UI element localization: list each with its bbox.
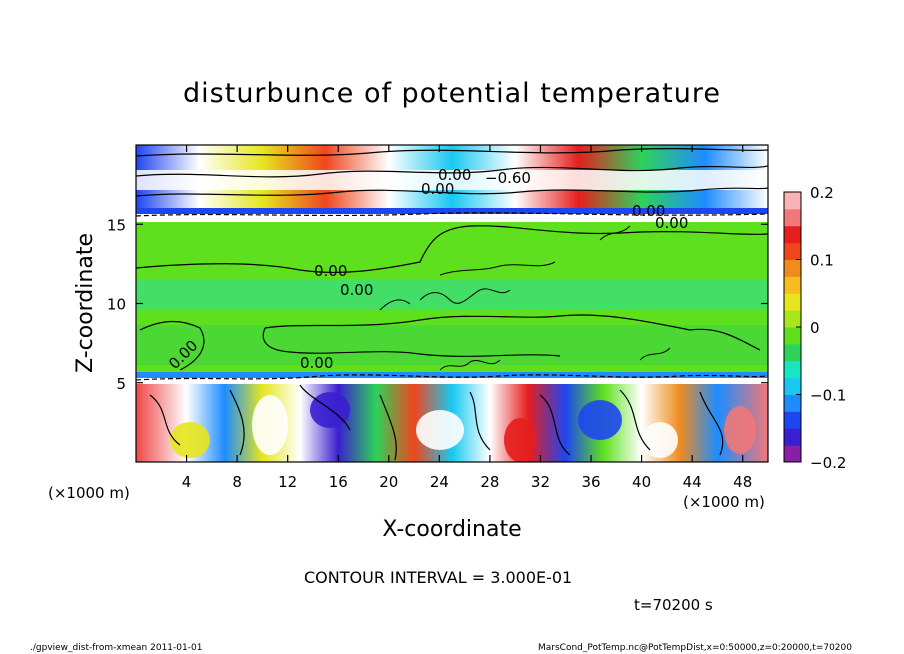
footer-left: ./gpview_dist-from-xmean 2011-01-01 (30, 643, 202, 653)
heatmap-field (136, 145, 768, 462)
y-axis: 5 10 15 (107, 216, 768, 393)
colorbar-swatch (784, 293, 801, 311)
contour-label: 0.00 (421, 180, 454, 198)
x-tick-label: 28 (480, 473, 499, 491)
field-stratum-high (136, 208, 768, 214)
contour-label: 0.00 (438, 166, 471, 184)
field-upper-white (136, 170, 768, 190)
contour-interval-label: CONTOUR INTERVAL = 3.000E-01 (304, 568, 572, 587)
colorbar-tick-label: −0.2 (810, 454, 846, 472)
contour-label: 0.00 (314, 262, 347, 280)
colorbar-swatch (784, 445, 801, 463)
colorbar-tick-label: 0 (810, 319, 820, 337)
field-band-lower (136, 325, 768, 365)
x-tick-label: 40 (632, 473, 651, 491)
colorbar-swatch (784, 377, 801, 395)
footer-right: MarsCond_PotTemp.nc@PotTempDist,x=0:5000… (538, 643, 852, 653)
x-tick-label: 8 (232, 473, 242, 491)
contour-label: 0.00 (300, 354, 333, 372)
field-band-cyan (136, 280, 768, 310)
colorbar-swatch (784, 394, 801, 412)
y-axis-title: Z-coordinate (73, 233, 98, 373)
contour-plumes (379, 225, 671, 371)
x-axis: 4 8 12 16 20 24 28 32 36 40 44 48 (182, 145, 752, 491)
colorbar-swatch (784, 428, 801, 446)
y-tick-label: 10 (107, 296, 126, 314)
colorbar-swatch (784, 310, 801, 328)
field-stratum-high-white (136, 214, 768, 222)
x-tick-label: 36 (581, 473, 600, 491)
x-tick-label: 48 (733, 473, 752, 491)
colorbar-swatch (784, 225, 801, 244)
colorbar-swatch (784, 343, 801, 362)
colorbar-swatch (784, 360, 801, 379)
colorbar-tick-label: −0.1 (810, 387, 846, 405)
x-tick-label: 44 (683, 473, 702, 491)
colorbar-swatch (784, 192, 801, 210)
field-stratum-low-white (136, 378, 768, 384)
chart-title: disturbunce of potential temperature (183, 78, 721, 109)
time-label: t=70200 s (634, 596, 713, 614)
colorbar-tick-label: 0.2 (810, 184, 834, 202)
colorbar-swatch (784, 276, 801, 294)
colorbar-swatch (784, 208, 801, 227)
y-unit-label: (×1000 m) (48, 484, 130, 502)
colorbar-tick-label: 0.1 (810, 252, 834, 270)
y-tick-label: 15 (107, 216, 126, 234)
x-tick-label: 20 (379, 473, 398, 491)
colorbar-swatch (784, 411, 801, 429)
contour-label: −0.60 (485, 169, 531, 187)
colorbar-swatch (784, 327, 801, 345)
x-tick-label: 16 (329, 473, 348, 491)
contour-label: 0.00 (632, 202, 665, 220)
x-unit-label: (×1000 m) (683, 493, 765, 511)
contour-label: 0.00 (655, 214, 688, 232)
colorbar-ticks: 0.2 0.1 0 −0.1 −0.2 (796, 184, 846, 472)
y-tick-label: 5 (116, 375, 126, 393)
x-tick-label: 12 (278, 473, 297, 491)
x-axis-title: X-coordinate (382, 517, 521, 542)
field-stratum-low (136, 372, 768, 380)
x-tick-label: 24 (430, 473, 449, 491)
colorbar-swatch (784, 259, 801, 277)
colorbar-swatch (784, 242, 801, 260)
contour-lines (136, 148, 768, 461)
x-tick-label: 4 (182, 473, 192, 491)
x-tick-label: 32 (531, 473, 550, 491)
contour-label: 0.00 (340, 281, 373, 299)
field-lower-blobs (170, 392, 756, 462)
